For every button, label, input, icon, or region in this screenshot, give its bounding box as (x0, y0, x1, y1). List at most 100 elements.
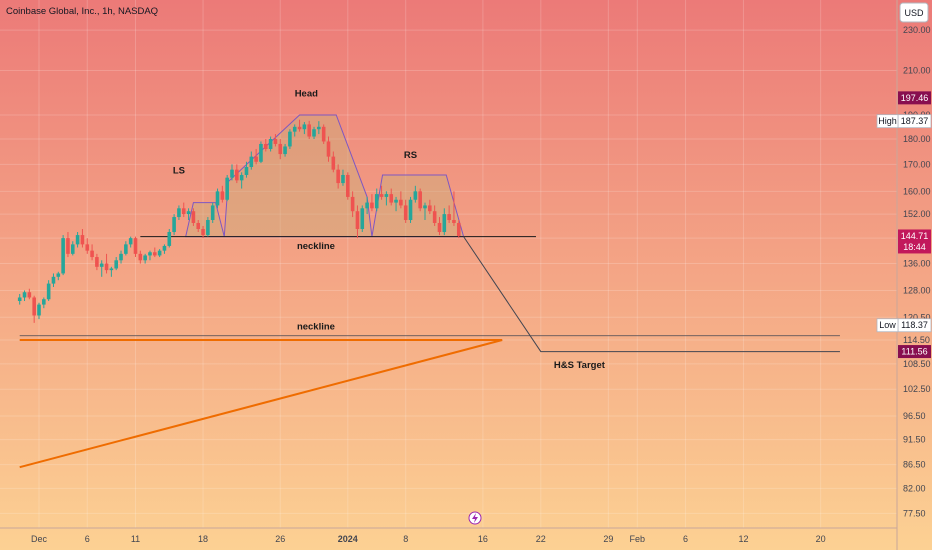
candle-body (124, 244, 128, 254)
candle-body (428, 205, 432, 212)
trendlines (19, 339, 503, 469)
candle-body (317, 126, 321, 130)
candle-body (370, 202, 374, 209)
candle-body (109, 268, 114, 271)
price-tick-label: 136.00 (903, 259, 931, 269)
candle-body (162, 245, 167, 251)
candle (177, 205, 181, 221)
annotations: LS Head RS neckline neckline H&S Target (173, 89, 606, 371)
candle-body (37, 304, 41, 316)
candle-body (27, 292, 32, 298)
candle (61, 235, 65, 276)
candle-body (384, 194, 389, 197)
candle (456, 220, 461, 239)
candle-body (148, 252, 152, 256)
candle (75, 232, 80, 248)
candle (317, 121, 321, 135)
candle-body (186, 211, 191, 215)
candle-body (235, 169, 239, 181)
price-tick-label: 210.00 (903, 65, 931, 75)
candle-body (167, 232, 172, 246)
price-tag: 197.46 (898, 91, 931, 105)
time-tick-label: 22 (536, 534, 546, 544)
candle-body (312, 129, 316, 137)
candle (114, 257, 118, 271)
candle-body (263, 143, 268, 149)
candle (244, 161, 249, 178)
candle-body (355, 211, 360, 229)
time-tick-label: Dec (31, 534, 48, 544)
trendline-rising-support (19, 339, 503, 469)
candle-body (307, 124, 311, 137)
candle (321, 124, 326, 144)
candle (80, 228, 85, 248)
candle (201, 225, 205, 239)
candle (263, 138, 268, 152)
candle-body (413, 191, 418, 200)
candle (46, 280, 51, 302)
price-tick-label: 160.00 (903, 186, 931, 196)
candle (32, 295, 36, 323)
candle (442, 208, 447, 236)
candle (70, 241, 75, 256)
candle (312, 126, 316, 139)
candle-body (201, 228, 205, 236)
candle-body (133, 238, 138, 254)
candle (374, 188, 379, 212)
price-tick-label: 86.50 (903, 460, 926, 470)
candle (302, 122, 307, 135)
price-tick-label: 82.00 (903, 483, 926, 493)
pattern-outline (185, 114, 465, 238)
plot-area[interactable]: LS Head RS neckline neckline H&S Target (17, 89, 840, 469)
usd-button-box[interactable] (899, 2, 929, 23)
price-tick-label: 77.50 (903, 508, 926, 518)
candle (278, 138, 283, 160)
candle-body (389, 194, 394, 203)
candle (167, 228, 172, 248)
candle-body (249, 156, 254, 168)
candle (336, 164, 340, 189)
time-tick-label: 2024 (338, 534, 358, 544)
annotation-label: neckline (297, 241, 335, 252)
candle (365, 196, 369, 215)
candle (331, 151, 336, 173)
price-tag-time: 18:44 (903, 242, 926, 252)
candle-body (46, 283, 51, 300)
time-axis[interactable]: Dec 6 11 18 26 2024 8 16 22 29 Feb 6 12 20 (0, 527, 897, 544)
candle (37, 302, 41, 320)
candle-body (99, 263, 104, 267)
candle (210, 202, 215, 223)
candle-body (56, 273, 61, 277)
usd-button[interactable]: USD (899, 2, 929, 23)
candle (90, 244, 94, 261)
price-tag-box (898, 91, 931, 105)
candle (109, 266, 114, 277)
time-tick-label: 20 (816, 534, 826, 544)
candle (162, 244, 167, 254)
price-tick-label: 170.00 (903, 159, 931, 169)
time-tick-label: 12 (738, 534, 748, 544)
candle (51, 273, 56, 288)
candle (172, 214, 176, 236)
candle-body (456, 222, 461, 236)
price-tick-label: 230.00 (903, 25, 931, 35)
price-tick-label: 120.50 (903, 312, 931, 322)
candle (235, 164, 239, 184)
candle-body (432, 211, 437, 223)
usd-button-label[interactable]: USD (904, 8, 924, 18)
candle-body (80, 235, 85, 245)
candle (148, 250, 152, 261)
candle-body (104, 263, 109, 271)
candle (17, 293, 22, 305)
candle (186, 208, 191, 221)
candle (418, 188, 422, 212)
lightning-icon[interactable] (468, 511, 482, 525)
price-axis[interactable]: 77.50 82.00 86.50 91.50 96.50 102.50 108.50 114… (896, 0, 931, 550)
price-tag: 111.56 (898, 345, 931, 359)
candle-body (225, 177, 229, 200)
candle-body (268, 138, 273, 149)
candle (432, 205, 437, 226)
